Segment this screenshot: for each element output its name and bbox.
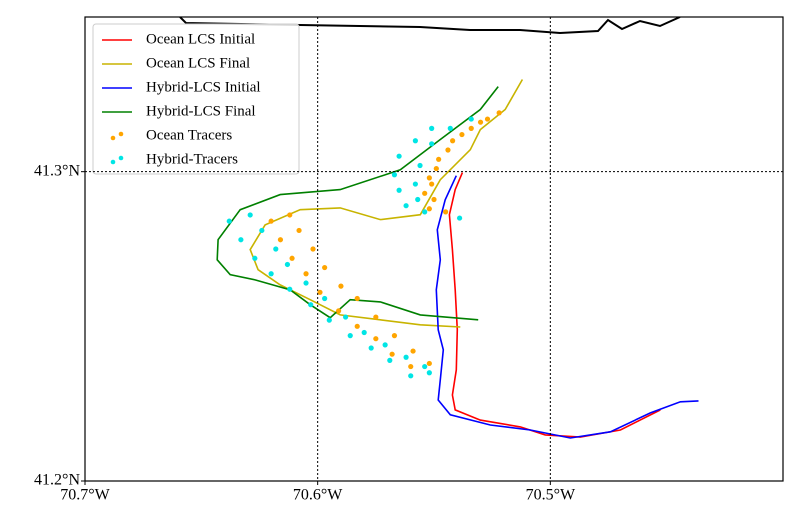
tracer-point (456, 215, 463, 221)
tracer-point (436, 156, 442, 162)
tracer-point (259, 227, 265, 234)
legend-label: Hybrid-LCS Final (146, 103, 256, 119)
tracer-point (415, 196, 421, 203)
tracer-point (277, 237, 284, 243)
tracer-point (417, 162, 423, 169)
tracer-point (403, 203, 409, 209)
tracer-point (338, 283, 344, 289)
tracer-point (496, 110, 502, 116)
legend-label: Ocean LCS Final (146, 55, 250, 71)
tracer-point (426, 175, 432, 181)
tracer-point (477, 119, 484, 125)
tracer-point (426, 370, 432, 376)
tracer-point (391, 333, 398, 339)
legend-marker (118, 131, 124, 137)
tracer-point (361, 329, 367, 336)
y-tick-label: 41.2°N (34, 472, 80, 489)
tracer-point (422, 190, 428, 196)
tracer-point (268, 271, 274, 277)
tracer-point (368, 345, 374, 351)
tracer-point (296, 227, 302, 234)
legend-marker (110, 159, 116, 165)
tracer-point (422, 209, 428, 215)
x-tick-label: 70.6°W (293, 487, 343, 504)
tracer-point (268, 218, 274, 224)
tracer-point (396, 153, 402, 159)
legend-label: Hybrid-LCS Initial (146, 79, 261, 95)
x-tick-label: 70.5°W (526, 487, 576, 504)
tracer-point (289, 255, 295, 261)
tracer-point (468, 125, 474, 131)
tracer-point (408, 363, 414, 370)
tracer-point (389, 351, 395, 357)
tracer-point (326, 317, 332, 323)
tracer-point (347, 333, 353, 339)
tracer-point (273, 246, 279, 252)
legend-box (92, 23, 300, 175)
tracer-point (468, 116, 474, 122)
tracer-point (412, 138, 418, 144)
tracer-point (252, 255, 258, 261)
tracer-point (303, 271, 309, 277)
legend-marker (118, 155, 124, 161)
y-tick-label: 41.3°N (34, 162, 80, 179)
tracer-point (391, 172, 398, 178)
legend-label: Hybrid-Tracers (146, 151, 238, 167)
tracer-point (426, 206, 432, 212)
tracer-point (459, 131, 465, 138)
tracer-point (310, 246, 316, 252)
tracer-point (450, 138, 456, 144)
tracer-point (396, 187, 402, 193)
tracer-point (373, 314, 379, 320)
legend-marker (110, 135, 116, 141)
tracer-point (429, 141, 435, 147)
tracer-point (342, 314, 349, 320)
tracer-point (336, 308, 342, 314)
tracer-point (403, 354, 409, 360)
series-line (435, 175, 699, 439)
tracer-point (429, 125, 435, 131)
tracer-point (238, 237, 244, 243)
tracer-point (308, 302, 314, 308)
tracer-point (247, 212, 253, 218)
tracer-point (484, 116, 491, 122)
tracer-point (426, 360, 432, 367)
tracer-point (226, 218, 232, 224)
tracer-point (287, 212, 293, 218)
tracer-point (433, 165, 439, 172)
tracer-point (387, 357, 393, 363)
tracer-point (322, 295, 328, 302)
tracer-point (443, 209, 449, 215)
plot-area (216, 79, 699, 439)
tracer-point (408, 373, 414, 379)
tracer-point (429, 181, 435, 187)
tracer-point (303, 280, 309, 286)
series-line (448, 172, 661, 438)
tracer-point (445, 147, 451, 153)
tracer-point (447, 125, 453, 131)
x-tick-label: 70.7°W (60, 487, 110, 504)
coastline (179, 17, 681, 35)
legend-label: Ocean Tracers (146, 127, 232, 143)
legend-label: Ocean LCS Initial (146, 31, 255, 47)
tracer-point (410, 348, 416, 354)
tracer-point (354, 323, 360, 329)
tracer-point (287, 286, 293, 292)
tracer-point (354, 295, 360, 302)
tracer-point (382, 342, 388, 348)
tracer-point (412, 181, 418, 187)
tracer-point (373, 336, 379, 342)
legend: Ocean LCS Initial Ocean LCS Final Hybrid-L… (92, 23, 300, 175)
tracer-point (422, 363, 428, 370)
tracer-point (431, 196, 437, 203)
tracer-point (317, 289, 323, 295)
tracer-point (284, 261, 291, 268)
tracer-point (322, 264, 328, 271)
